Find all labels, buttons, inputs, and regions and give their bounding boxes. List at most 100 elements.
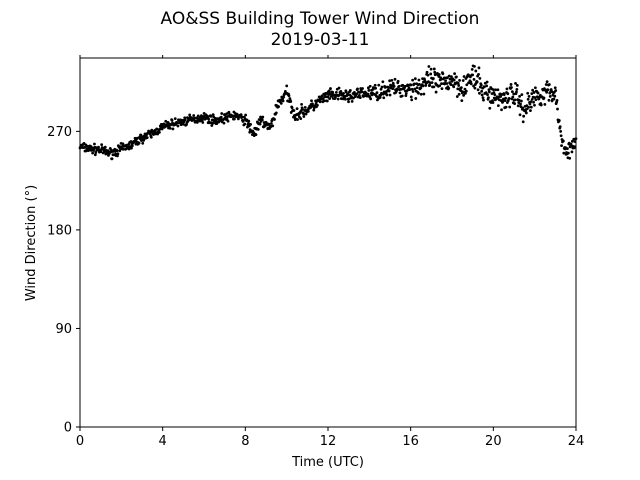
data-point: [135, 136, 139, 140]
data-point: [336, 97, 340, 101]
data-point: [509, 83, 513, 86]
data-point: [526, 97, 530, 101]
data-point: [413, 87, 417, 91]
data-point: [417, 78, 421, 82]
data-point: [533, 96, 537, 99]
data-point: [207, 117, 211, 121]
data-point: [471, 73, 475, 77]
data-point: [121, 142, 125, 146]
data-point: [516, 104, 520, 108]
data-point: [415, 86, 419, 90]
data-point: [515, 90, 518, 94]
data-point: [437, 73, 441, 76]
data-point: [327, 89, 331, 93]
data-point: [244, 113, 248, 117]
data-point: [447, 86, 451, 90]
data-point: [503, 99, 507, 102]
data-point: [312, 108, 316, 112]
data-point: [277, 105, 280, 108]
data-point: [414, 97, 418, 100]
data-point: [514, 82, 517, 85]
data-point: [303, 105, 307, 109]
data-point: [521, 106, 525, 110]
data-point: [529, 105, 533, 109]
data-point: [164, 119, 168, 123]
data-point: [304, 112, 308, 116]
data-point: [545, 80, 549, 84]
data-point: [527, 105, 531, 109]
data-point: [450, 75, 453, 79]
data-point: [300, 102, 303, 106]
data-point: [485, 84, 489, 88]
data-point: [289, 100, 293, 103]
data-point: [535, 95, 539, 99]
data-point: [496, 88, 500, 92]
data-point: [181, 122, 185, 126]
data-point: [373, 83, 377, 87]
x-tick-label: 8: [241, 434, 249, 449]
data-point: [348, 89, 352, 92]
data-point: [237, 117, 240, 121]
data-point: [481, 96, 485, 100]
data-point: [329, 87, 332, 90]
data-point: [257, 118, 261, 121]
data-point: [464, 91, 467, 95]
data-point: [301, 107, 304, 111]
data-point: [448, 77, 452, 81]
data-point: [192, 114, 196, 117]
data-point: [196, 114, 200, 118]
data-point: [515, 87, 519, 91]
data-point: [411, 90, 415, 93]
data-point: [404, 92, 408, 95]
data-point: [374, 86, 378, 90]
data-point: [482, 85, 486, 89]
data-point: [279, 101, 283, 105]
data-point: [518, 94, 521, 98]
data-point: [378, 96, 382, 99]
data-point: [388, 79, 392, 83]
data-point: [322, 99, 326, 103]
plot-frame: [79, 57, 577, 428]
data-point: [573, 145, 577, 149]
data-point: [546, 88, 550, 92]
data-point: [302, 115, 306, 118]
data-point: [121, 147, 125, 151]
data-point: [413, 77, 417, 81]
data-point: [457, 92, 461, 96]
data-point: [529, 100, 533, 104]
data-point: [492, 91, 496, 94]
data-point: [211, 113, 215, 117]
data-point: [505, 87, 509, 91]
data-point: [102, 150, 106, 154]
data-point: [559, 134, 563, 138]
data-point: [325, 99, 329, 103]
data-point: [287, 94, 291, 98]
data-point: [479, 83, 483, 87]
data-point: [532, 100, 535, 104]
data-point: [433, 73, 437, 77]
chart-subtitle: 2019-03-11: [271, 30, 370, 50]
y-tick-label: 0: [64, 421, 72, 436]
data-point: [97, 145, 100, 149]
data-point: [464, 89, 468, 93]
x-tick-label: 20: [485, 434, 502, 449]
data-point: [419, 92, 423, 96]
data-point: [232, 117, 236, 121]
data-point: [469, 82, 473, 86]
data-point: [450, 80, 454, 83]
data-point: [515, 84, 519, 87]
data-point: [477, 66, 481, 70]
data-point: [346, 92, 350, 96]
data-point: [369, 97, 373, 101]
data-point: [566, 147, 569, 151]
data-point: [339, 90, 343, 93]
data-point: [337, 86, 341, 90]
data-point: [383, 86, 387, 89]
data-point: [375, 91, 379, 95]
data-point: [562, 151, 566, 155]
data-point: [171, 127, 175, 131]
data-point: [318, 100, 322, 104]
data-point: [434, 90, 438, 94]
data-point: [455, 95, 459, 98]
data-point: [556, 107, 559, 111]
